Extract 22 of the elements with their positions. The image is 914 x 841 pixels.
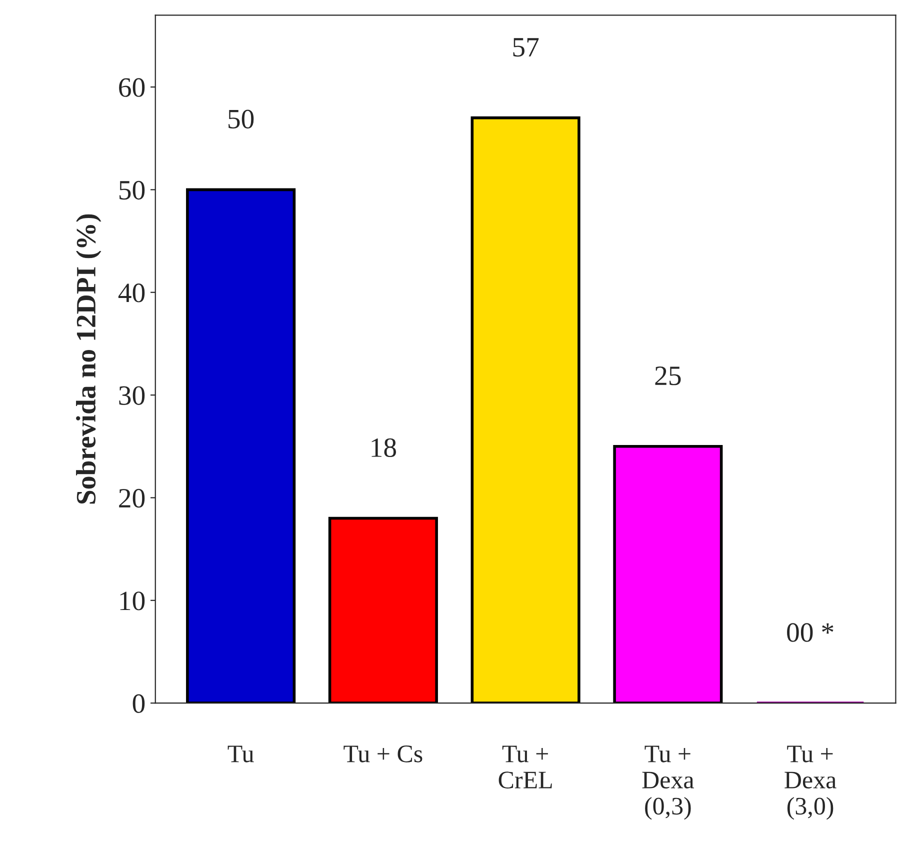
bar [186,188,296,704]
y-axis-title: Sobrevida no 12DPI (%) [76,214,102,504]
x-tick-label: Tu + CrEL [498,746,552,788]
x-tick-label: Tu + Dexa (0,3) [642,746,694,820]
y-tick-label: 50 [119,180,145,200]
data-label: 50 [228,110,254,128]
data-label: 25 [655,366,681,386]
y-tick-label: 30 [119,386,145,405]
bar [613,444,723,704]
x-tick-label: Tu + Dexa (3,0) [784,746,836,820]
x-tick-label: Tu [228,746,254,762]
data-label: 00 * [787,623,834,642]
y-tick-label: 10 [120,592,145,610]
data-label: 18 [372,438,396,458]
y-tick-label: 40 [118,284,145,302]
x-tick-label: Tu + Cs [344,746,422,762]
bar [470,116,580,704]
data-label: 57 [513,38,539,57]
bar [328,516,438,704]
y-tick-label: 0 [132,694,145,713]
y-tick-label: 60 [119,78,145,97]
y-tick-label: 20 [119,488,145,508]
